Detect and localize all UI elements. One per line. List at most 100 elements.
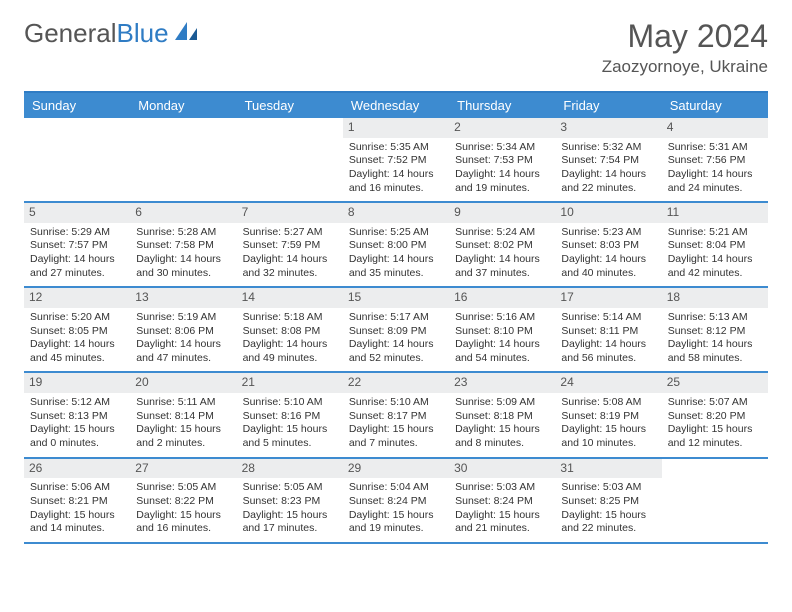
day-number: 17 (555, 288, 661, 308)
day-cell: 6 Sunrise: 5:28 AMSunset: 7:58 PMDaylight… (130, 203, 236, 286)
day-number: 18 (662, 288, 768, 308)
weeks-container: 1 Sunrise: 5:35 AMSunset: 7:52 PMDaylight… (24, 118, 768, 544)
day-detail: Sunrise: 5:08 AMSunset: 8:19 PMDaylight:… (561, 396, 655, 451)
location-name: Zaozyornoye, Ukraine (602, 57, 768, 77)
day-cell: 8Sunrise: 5:25 AMSunset: 8:00 PMDaylight… (343, 203, 449, 286)
day-detail: Sunrise: 5:14 AMSunset: 8:11 PMDaylight:… (561, 311, 655, 366)
calendar: SundayMondayTuesdayWednesdayThursdayFrid… (24, 91, 768, 544)
day-detail: Sunrise: 5:03 AMSunset: 8:24 PMDaylight:… (455, 481, 549, 536)
day-header: Monday (130, 93, 236, 118)
day-cell: 27Sunrise: 5:05 AMSunset: 8:22 PMDayligh… (130, 459, 236, 542)
day-cell: 18 Sunrise: 5:13 AMSunset: 8:12 PMDayligh… (662, 288, 768, 371)
day-cell (130, 118, 236, 201)
day-cell: 26Sunrise: 5:06 AMSunset: 8:21 PMDayligh… (24, 459, 130, 542)
day-cell: 20Sunrise: 5:11 AMSunset: 8:14 PMDayligh… (130, 373, 236, 456)
day-cell: 16 Sunrise: 5:16 AMSunset: 8:10 PMDayligh… (449, 288, 555, 371)
day-detail: Sunrise: 5:29 AMSunset: 7:57 PMDaylight:… (30, 226, 124, 281)
day-cell: 3Sunrise: 5:32 AMSunset: 7:54 PMDaylight… (555, 118, 661, 201)
day-detail: Sunrise: 5:05 AMSunset: 8:23 PMDaylight:… (243, 481, 337, 536)
day-cell: 22 Sunrise: 5:10 AMSunset: 8:17 PMDayligh… (343, 373, 449, 456)
page-header: GeneralBlue May 2024 Zaozyornoye, Ukrain… (24, 18, 768, 77)
day-detail: Sunrise: 5:09 AMSunset: 8:18 PMDaylight:… (455, 396, 549, 451)
day-number: 13 (130, 288, 236, 308)
day-detail: Sunrise: 5:10 AMSunset: 8:17 PMDaylight:… (349, 396, 443, 451)
day-detail: Sunrise: 5:17 AMSunset: 8:09 PMDaylight:… (349, 311, 443, 366)
day-number: 8 (343, 203, 449, 223)
day-number: 22 (343, 373, 449, 393)
day-cell: 9Sunrise: 5:24 AMSunset: 8:02 PMDaylight… (449, 203, 555, 286)
day-number: 28 (237, 459, 343, 479)
day-detail: Sunrise: 5:32 AMSunset: 7:54 PMDaylight:… (561, 141, 655, 196)
day-number: 6 (130, 203, 236, 223)
day-detail: Sunrise: 5:27 AMSunset: 7:59 PMDaylight:… (243, 226, 337, 281)
day-cell: 13 Sunrise: 5:19 AMSunset: 8:06 PMDayligh… (130, 288, 236, 371)
week-row: 19 Sunrise: 5:12 AMSunset: 8:13 PMDayligh… (24, 373, 768, 458)
day-cell: 10Sunrise: 5:23 AMSunset: 8:03 PMDayligh… (555, 203, 661, 286)
day-detail: Sunrise: 5:19 AMSunset: 8:06 PMDaylight:… (136, 311, 230, 366)
day-cell: 29Sunrise: 5:04 AMSunset: 8:24 PMDayligh… (343, 459, 449, 542)
day-number: 14 (237, 288, 343, 308)
day-detail: Sunrise: 5:34 AMSunset: 7:53 PMDaylight:… (455, 141, 549, 196)
day-number: 16 (449, 288, 555, 308)
day-header: Sunday (24, 93, 130, 118)
day-cell: 23Sunrise: 5:09 AMSunset: 8:18 PMDayligh… (449, 373, 555, 456)
day-detail: Sunrise: 5:06 AMSunset: 8:21 PMDaylight:… (30, 481, 124, 536)
day-number: 30 (449, 459, 555, 479)
day-cell (24, 118, 130, 201)
day-detail: Sunrise: 5:07 AMSunset: 8:20 PMDaylight:… (668, 396, 762, 451)
day-cell: 17 Sunrise: 5:14 AMSunset: 8:11 PMDayligh… (555, 288, 661, 371)
week-row: 26Sunrise: 5:06 AMSunset: 8:21 PMDayligh… (24, 459, 768, 544)
brand-logo: GeneralBlue (24, 18, 199, 49)
day-header-row: SundayMondayTuesdayWednesdayThursdayFrid… (24, 93, 768, 118)
brand-part1: General (24, 18, 117, 49)
day-detail: Sunrise: 5:03 AMSunset: 8:25 PMDaylight:… (561, 481, 655, 536)
day-detail: Sunrise: 5:18 AMSunset: 8:08 PMDaylight:… (243, 311, 337, 366)
day-header: Friday (555, 93, 661, 118)
day-number: 27 (130, 459, 236, 479)
day-cell: 15 Sunrise: 5:17 AMSunset: 8:09 PMDayligh… (343, 288, 449, 371)
day-detail: Sunrise: 5:11 AMSunset: 8:14 PMDaylight:… (136, 396, 230, 451)
day-number: 15 (343, 288, 449, 308)
day-cell: 14 Sunrise: 5:18 AMSunset: 8:08 PMDayligh… (237, 288, 343, 371)
day-number: 1 (343, 118, 449, 138)
day-cell: 28Sunrise: 5:05 AMSunset: 8:23 PMDayligh… (237, 459, 343, 542)
week-row: 12 Sunrise: 5:20 AMSunset: 8:05 PMDayligh… (24, 288, 768, 373)
day-detail: Sunrise: 5:31 AMSunset: 7:56 PMDaylight:… (668, 141, 762, 196)
day-number: 26 (24, 459, 130, 479)
day-number: 25 (662, 373, 768, 393)
day-detail: Sunrise: 5:20 AMSunset: 8:05 PMDaylight:… (30, 311, 124, 366)
week-row: 1 Sunrise: 5:35 AMSunset: 7:52 PMDaylight… (24, 118, 768, 203)
day-cell: 24Sunrise: 5:08 AMSunset: 8:19 PMDayligh… (555, 373, 661, 456)
day-cell (662, 459, 768, 542)
day-cell: 30Sunrise: 5:03 AMSunset: 8:24 PMDayligh… (449, 459, 555, 542)
title-block: May 2024 Zaozyornoye, Ukraine (602, 18, 768, 77)
day-number: 2 (449, 118, 555, 138)
day-number: 7 (237, 203, 343, 223)
day-number: 19 (24, 373, 130, 393)
day-cell: 12 Sunrise: 5:20 AMSunset: 8:05 PMDayligh… (24, 288, 130, 371)
day-detail: Sunrise: 5:10 AMSunset: 8:16 PMDaylight:… (243, 396, 337, 451)
day-cell: 7 Sunrise: 5:27 AMSunset: 7:59 PMDaylight… (237, 203, 343, 286)
day-detail: Sunrise: 5:13 AMSunset: 8:12 PMDaylight:… (668, 311, 762, 366)
day-detail: Sunrise: 5:23 AMSunset: 8:03 PMDaylight:… (561, 226, 655, 281)
day-detail: Sunrise: 5:12 AMSunset: 8:13 PMDaylight:… (30, 396, 124, 451)
day-number: 29 (343, 459, 449, 479)
day-cell: 31Sunrise: 5:03 AMSunset: 8:25 PMDayligh… (555, 459, 661, 542)
day-detail: Sunrise: 5:16 AMSunset: 8:10 PMDaylight:… (455, 311, 549, 366)
day-number: 21 (237, 373, 343, 393)
day-number: 9 (449, 203, 555, 223)
day-detail: Sunrise: 5:04 AMSunset: 8:24 PMDaylight:… (349, 481, 443, 536)
day-detail: Sunrise: 5:28 AMSunset: 7:58 PMDaylight:… (136, 226, 230, 281)
day-cell: 19 Sunrise: 5:12 AMSunset: 8:13 PMDayligh… (24, 373, 130, 456)
day-cell: 21 Sunrise: 5:10 AMSunset: 8:16 PMDayligh… (237, 373, 343, 456)
day-cell: 2 Sunrise: 5:34 AMSunset: 7:53 PMDaylight… (449, 118, 555, 201)
day-cell (237, 118, 343, 201)
day-header: Wednesday (343, 93, 449, 118)
day-number: 12 (24, 288, 130, 308)
day-header: Thursday (449, 93, 555, 118)
sail-icon (173, 18, 199, 49)
day-header: Tuesday (237, 93, 343, 118)
day-detail: Sunrise: 5:35 AMSunset: 7:52 PMDaylight:… (349, 141, 443, 196)
day-number: 31 (555, 459, 661, 479)
month-title: May 2024 (602, 18, 768, 55)
